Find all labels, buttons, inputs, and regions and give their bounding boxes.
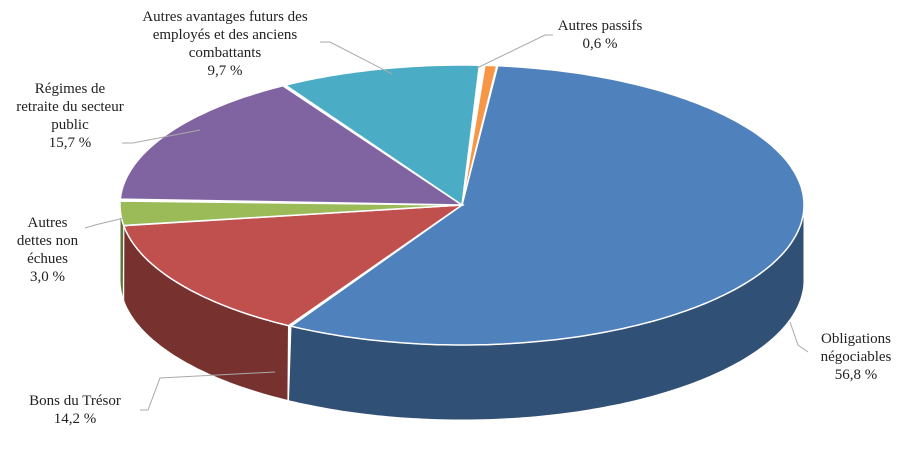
data-label: Autres avantages futurs des employés et …: [125, 8, 325, 80]
category-label: Autres dettes non échues: [16, 215, 79, 267]
slice: [283, 64, 481, 207]
data-label: Bons du Trésor 14,2 %: [5, 392, 145, 428]
value-label: 3,0 %: [30, 269, 65, 285]
slice: [461, 64, 498, 206]
category-label: Autres passifs: [557, 18, 643, 34]
leader-line: [476, 34, 553, 69]
category-label: Bons du Trésor: [29, 393, 121, 409]
slice: [289, 65, 805, 346]
category-label: Régimes de retraite du secteur public: [16, 81, 124, 133]
data-label: Autres dettes non échues 3,0 %: [10, 214, 85, 286]
value-label: 15,7 %: [48, 135, 92, 151]
value-label: 14,2 %: [53, 411, 97, 427]
data-label: Obligations négociables 56,8 %: [806, 330, 906, 384]
value-label: 56,8 %: [834, 367, 878, 383]
leader-line: [789, 321, 809, 353]
slice: [119, 84, 465, 206]
value-label: 0,6 %: [582, 36, 618, 52]
data-label: Autres passifs 0,6 %: [540, 17, 660, 53]
data-label: Régimes de retraite du secteur public 15,…: [15, 80, 125, 152]
leader-line: [140, 371, 276, 411]
category-label: Autres avantages futurs des employés et …: [142, 9, 308, 61]
leader-line: [122, 129, 201, 144]
leader-line: [320, 41, 393, 75]
slice: [122, 204, 465, 327]
value-label: 9,7 %: [207, 63, 243, 79]
category-label: Obligations négociables: [820, 331, 892, 365]
leader-line: [84, 217, 125, 229]
slice: [119, 200, 463, 227]
